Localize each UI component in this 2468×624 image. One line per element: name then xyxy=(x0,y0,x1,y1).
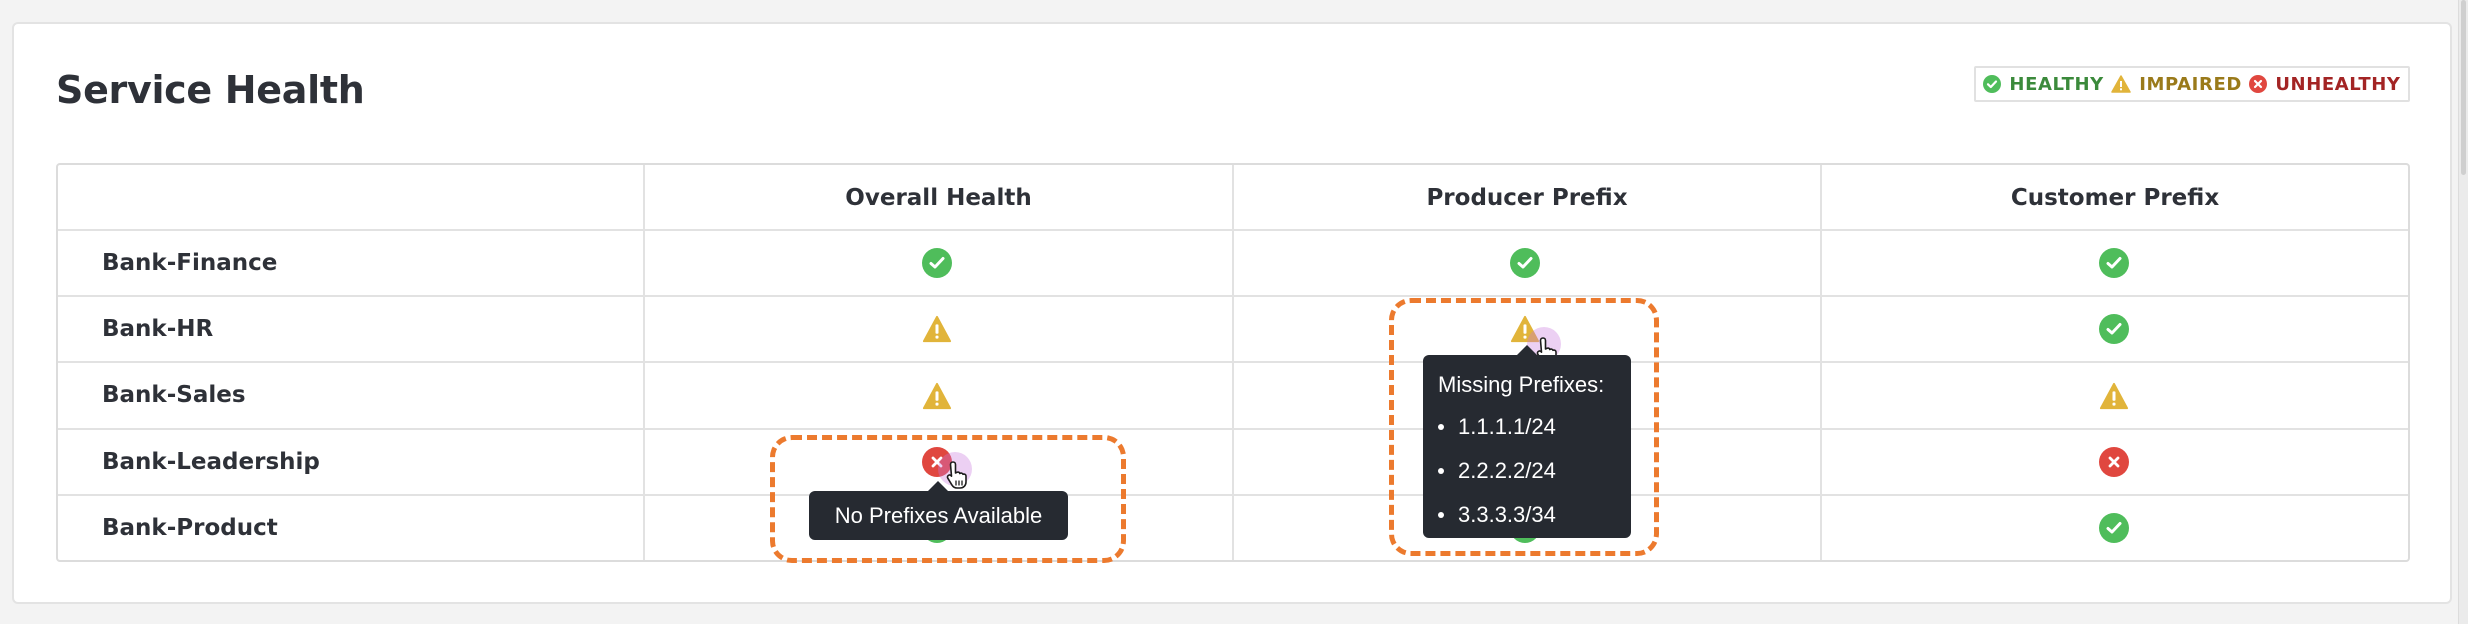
prefix-value: 2.2.2.2/24 xyxy=(1458,458,1556,483)
status-cell[interactable] xyxy=(1510,314,1540,344)
warning-triangle-icon xyxy=(922,382,952,410)
prefix-value: 3.3.3.3/34 xyxy=(1458,502,1556,527)
status-cell[interactable] xyxy=(922,314,952,344)
hand-pointer-icon xyxy=(946,461,967,489)
status-cell[interactable] xyxy=(2099,447,2129,477)
bullet-icon xyxy=(1438,424,1444,430)
x-circle-icon xyxy=(922,447,952,477)
tooltip-missing-prefixes-title: Missing Prefixes: xyxy=(1438,372,1605,397)
service-health-table: Overall Health Producer Prefix Customer … xyxy=(56,163,2410,562)
legend-unhealthy-label: UNHEALTHY xyxy=(2275,73,2401,95)
prefix-value: 1.1.1.1/24 xyxy=(1458,414,1556,439)
missing-prefixes-list: 1.1.1.1/24 2.2.2.2/24 3.3.3.3/34 xyxy=(1438,405,1617,537)
tooltip-arrow xyxy=(928,481,948,491)
check-circle-icon xyxy=(2099,513,2129,543)
row-label-bank-leadership: Bank-Leadership xyxy=(102,449,320,475)
table-divider xyxy=(643,165,645,560)
highlight-box xyxy=(770,435,1126,563)
bullet-icon xyxy=(1438,512,1444,518)
legend-healthy-label: HEALTHY xyxy=(2009,73,2104,95)
column-header-customer-prefix[interactable]: Customer Prefix xyxy=(2010,185,2220,211)
row-label-bank-hr: Bank-HR xyxy=(102,316,214,342)
row-label-bank-sales: Bank-Sales xyxy=(102,382,246,408)
legend-unhealthy: UNHEALTHY xyxy=(2249,74,2400,95)
x-circle-icon xyxy=(2099,447,2129,477)
status-cell[interactable] xyxy=(1510,248,1540,278)
status-cell[interactable] xyxy=(922,447,952,477)
check-circle-icon xyxy=(1983,75,2002,93)
scrollbar[interactable] xyxy=(2458,0,2468,624)
row-label-bank-product: Bank-Product xyxy=(102,515,278,541)
column-header-producer-prefix[interactable]: Producer Prefix xyxy=(1426,185,1628,211)
scrollbar-thumb[interactable] xyxy=(2461,0,2466,175)
legend-impaired-label: IMPAIRED xyxy=(2139,73,2242,95)
check-circle-icon xyxy=(2099,248,2129,278)
list-item: 1.1.1.1/24 xyxy=(1438,405,1617,449)
legend-healthy: HEALTHY xyxy=(1983,74,2103,95)
tooltip-no-prefixes: No Prefixes Available xyxy=(809,491,1068,540)
table-divider xyxy=(1232,165,1234,560)
status-cell[interactable] xyxy=(922,381,952,411)
warning-triangle-icon xyxy=(2099,382,2129,410)
status-cell[interactable] xyxy=(2099,248,2129,278)
tooltip-missing-prefixes: Missing Prefixes: 1.1.1.1/24 2.2.2.2/24 … xyxy=(1423,355,1631,538)
status-cell[interactable] xyxy=(922,248,952,278)
warning-triangle-icon xyxy=(2111,75,2131,93)
check-circle-icon xyxy=(922,248,952,278)
status-cell[interactable] xyxy=(2099,314,2129,344)
table-divider xyxy=(1820,165,1822,560)
check-circle-icon xyxy=(2099,314,2129,344)
status-cell[interactable] xyxy=(2099,513,2129,543)
status-cell[interactable] xyxy=(2099,381,2129,411)
page-title: Service Health xyxy=(56,68,365,112)
x-circle-icon xyxy=(2249,75,2268,93)
tooltip-arrow xyxy=(1517,345,1537,355)
warning-triangle-icon xyxy=(1510,315,1540,343)
list-item: 3.3.3.3/34 xyxy=(1438,493,1617,537)
warning-triangle-icon xyxy=(922,315,952,343)
check-circle-icon xyxy=(1510,248,1540,278)
list-item: 2.2.2.2/24 xyxy=(1438,449,1617,493)
bullet-icon xyxy=(1438,468,1444,474)
legend-impaired: IMPAIRED xyxy=(2111,74,2242,95)
row-label-bank-finance: Bank-Finance xyxy=(102,250,278,276)
column-header-overall-health[interactable]: Overall Health xyxy=(845,185,1032,211)
tooltip-no-prefixes-text: No Prefixes Available xyxy=(834,502,1043,528)
status-legend: HEALTHY IMPAIRED UNHEALTHY xyxy=(1974,66,2410,102)
highlight-box xyxy=(1389,298,1659,556)
